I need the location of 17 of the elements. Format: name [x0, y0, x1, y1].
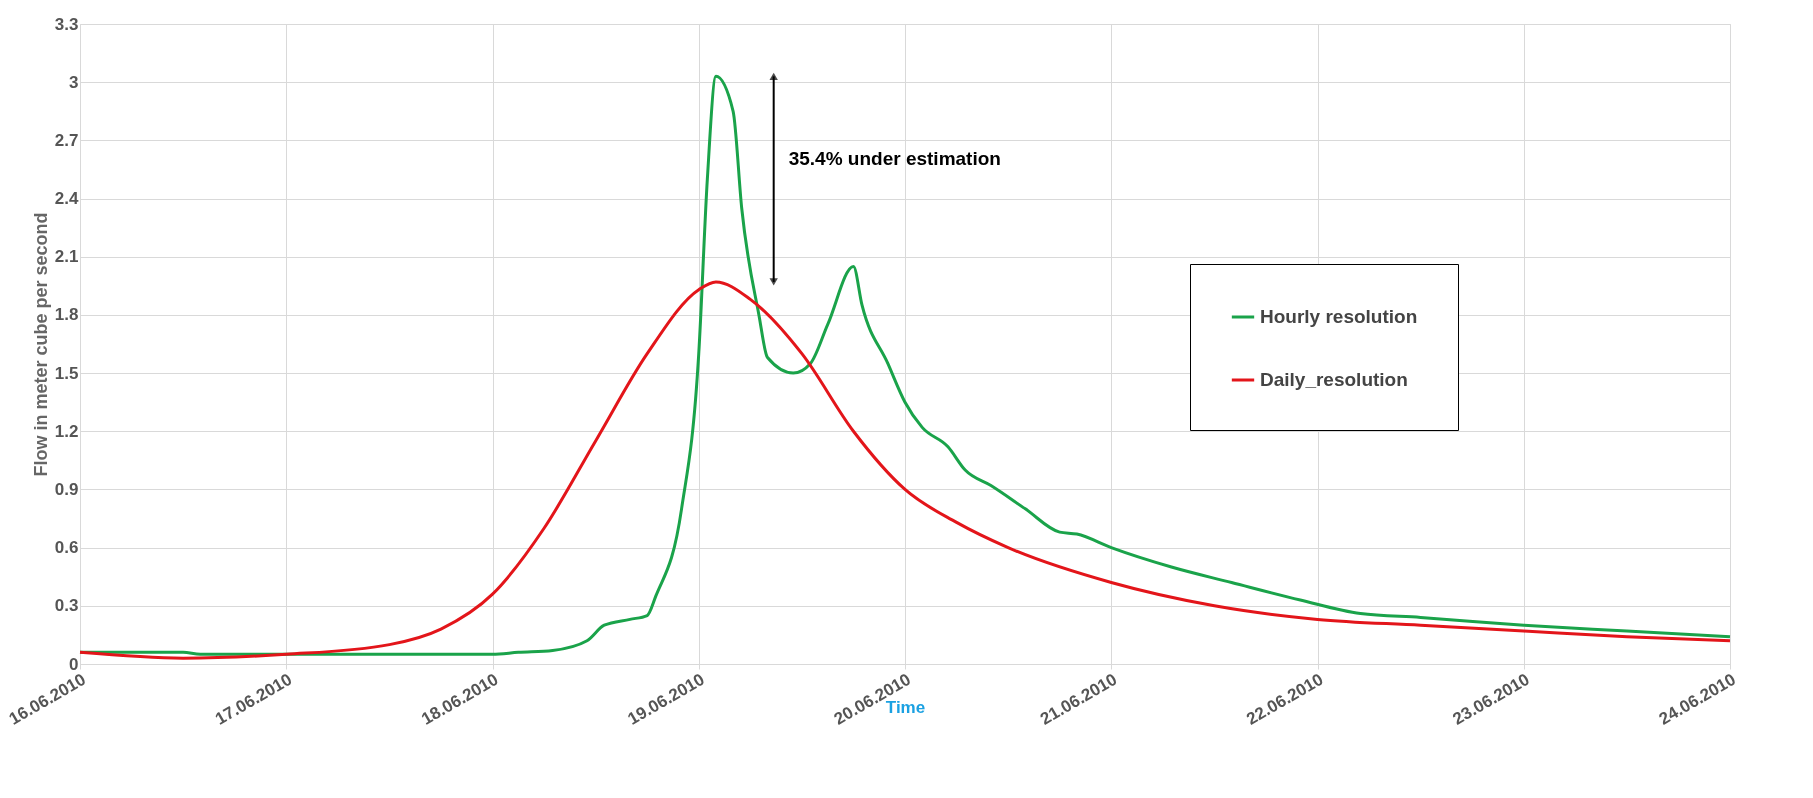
y-tick-label: 1.5: [54, 363, 79, 383]
y-tick-label: 2.1: [54, 247, 79, 267]
y-tick-label: 0.9: [54, 479, 79, 499]
legend-label: Daily_resolution: [1260, 369, 1408, 390]
y-tick-label: 0: [69, 654, 79, 674]
y-tick-label: 0.3: [54, 596, 79, 616]
line-series: [78, 280, 1732, 660]
y-tick-label: 1.8: [54, 305, 79, 325]
legend-label: Hourly resolution: [1260, 306, 1418, 327]
y-tick-label: 0.6: [54, 538, 79, 558]
annotation: 35.4% under estimation: [788, 147, 1001, 169]
y-axis-title: Flow in meter cube per second: [30, 212, 51, 477]
y-tick-label: 3: [69, 72, 79, 92]
y-tick-label: 1.2: [54, 421, 79, 441]
y-tick-label: 2.7: [54, 130, 79, 150]
y-tick-label: 3.3: [54, 14, 79, 34]
y-tick-label: 2.4: [54, 189, 80, 209]
